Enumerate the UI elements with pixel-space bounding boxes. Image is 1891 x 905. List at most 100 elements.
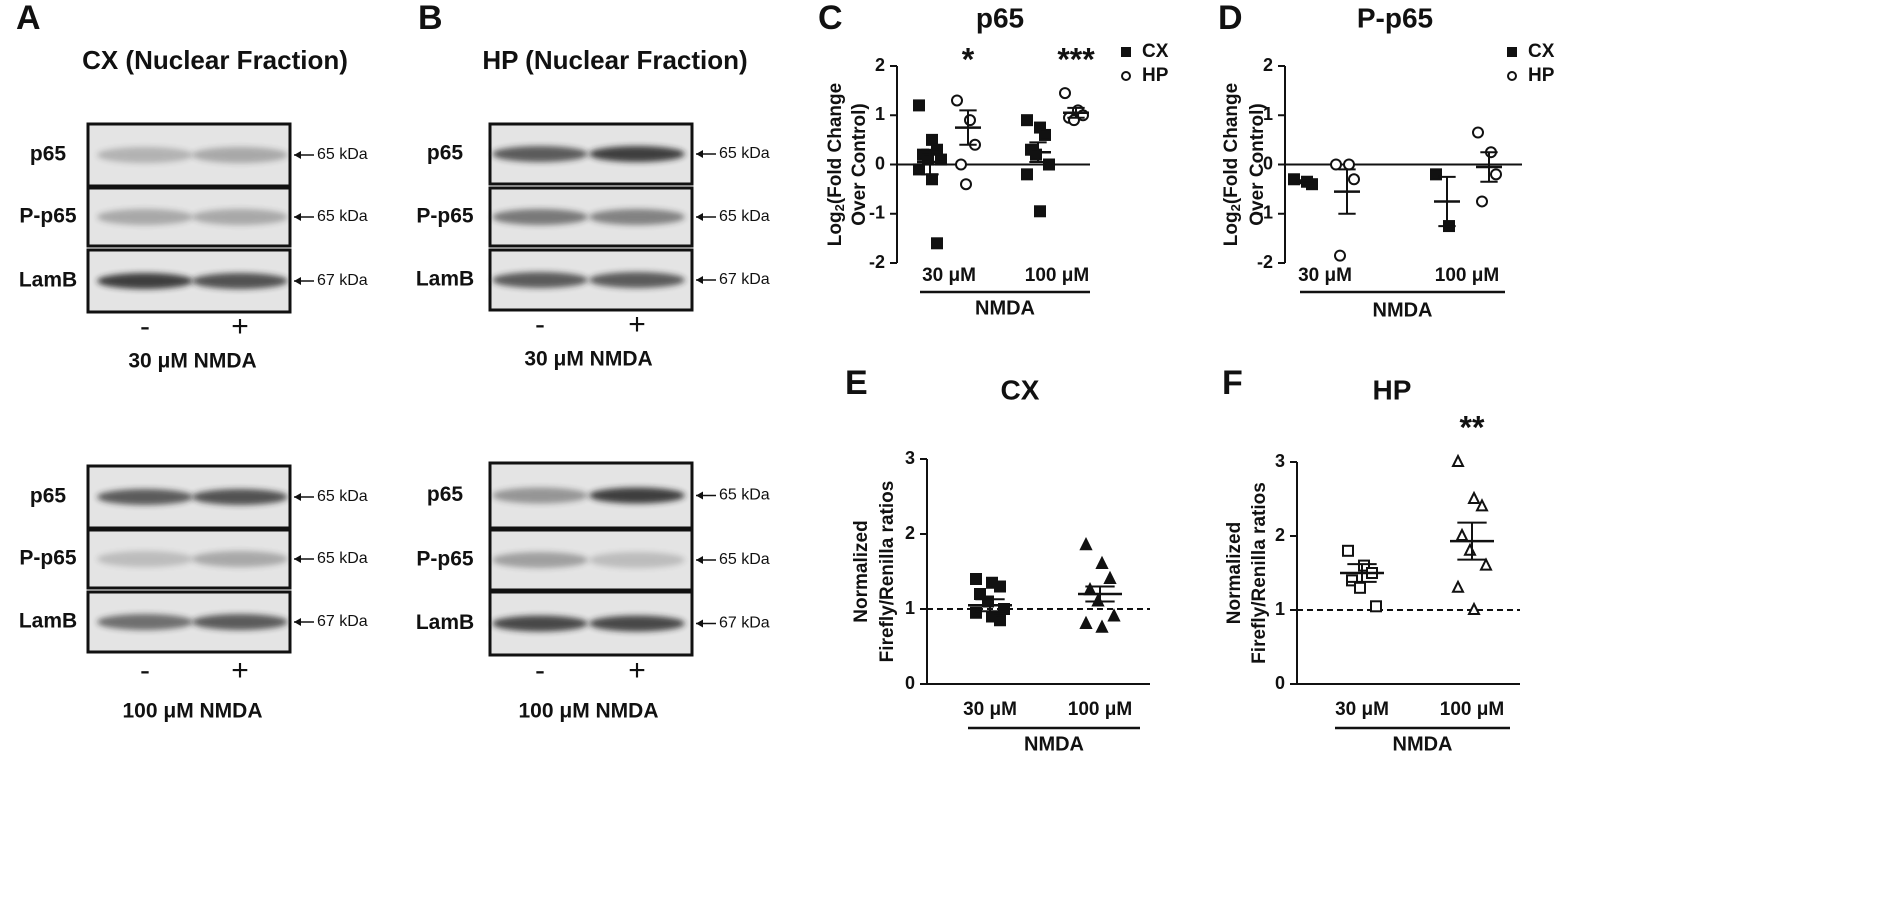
size-label: 67 kDa bbox=[719, 271, 770, 288]
point bbox=[1467, 601, 1481, 615]
band bbox=[192, 614, 288, 630]
y-axis-label: Log2(Fold Change bbox=[825, 83, 847, 246]
point bbox=[1107, 608, 1121, 622]
y-axis-label: Normalized bbox=[1224, 522, 1245, 624]
arrow-head bbox=[696, 213, 703, 221]
point bbox=[1467, 490, 1481, 504]
point bbox=[1507, 47, 1517, 57]
arrow-head bbox=[294, 213, 301, 221]
point bbox=[1043, 158, 1055, 171]
point bbox=[1343, 158, 1355, 171]
band bbox=[589, 552, 685, 568]
size-label: 67 kDa bbox=[317, 613, 368, 630]
y-tick-label: 3 bbox=[1275, 451, 1285, 471]
y-axis-label: Firefly/Renilla ratios bbox=[1249, 482, 1270, 664]
point bbox=[1358, 559, 1370, 572]
point bbox=[964, 114, 976, 127]
point bbox=[970, 606, 982, 619]
panel-letter: A bbox=[16, 0, 41, 37]
y-label-sub: 2 bbox=[832, 204, 847, 211]
y-tick-label: 0 bbox=[1275, 673, 1285, 693]
point bbox=[1342, 544, 1354, 557]
point bbox=[1479, 557, 1493, 571]
point bbox=[922, 153, 934, 166]
point bbox=[926, 173, 938, 186]
x-tick-label: 100 μM bbox=[1068, 699, 1132, 720]
point bbox=[1346, 574, 1358, 587]
point bbox=[926, 133, 938, 146]
blot-title: HP (Nuclear Fraction) bbox=[482, 45, 747, 75]
band bbox=[192, 147, 288, 163]
point bbox=[1472, 126, 1484, 139]
band bbox=[97, 489, 193, 505]
treatment-label: 30 μM NMDA bbox=[524, 348, 652, 371]
size-label: 65 kDa bbox=[719, 551, 770, 568]
band bbox=[97, 273, 193, 289]
lane-label: + bbox=[628, 654, 646, 687]
point bbox=[1475, 498, 1489, 512]
band bbox=[97, 147, 193, 163]
lane-label: - bbox=[140, 310, 150, 343]
treatment-label: 30 μM NMDA bbox=[128, 350, 256, 373]
x-tick-label: 30 μM bbox=[922, 265, 976, 286]
arrow-head bbox=[696, 150, 703, 158]
y-tick-label: 2 bbox=[875, 55, 885, 75]
band bbox=[192, 551, 288, 567]
point bbox=[1034, 205, 1046, 218]
y-tick-label: 3 bbox=[905, 448, 915, 468]
y-label-part: Log bbox=[1221, 211, 1242, 246]
y-axis-label: Log2(Fold Change bbox=[1221, 83, 1243, 246]
treatment-label: 100 μM NMDA bbox=[518, 700, 658, 723]
y-label-sub: 2 bbox=[1228, 204, 1243, 211]
y-tick-label: 2 bbox=[905, 523, 915, 543]
y-tick-label: 0 bbox=[875, 153, 885, 173]
row-label: p65 bbox=[427, 142, 464, 165]
panel-letter: D bbox=[1218, 0, 1243, 37]
row-label: LamB bbox=[19, 269, 77, 292]
band bbox=[192, 489, 288, 505]
point bbox=[1490, 168, 1502, 181]
legend-label: CX bbox=[1528, 41, 1555, 62]
point bbox=[1507, 71, 1517, 81]
point bbox=[1095, 555, 1109, 569]
row-label: LamB bbox=[416, 611, 474, 634]
y-tick-label: 1 bbox=[1263, 104, 1273, 124]
x-axis-label: NMDA bbox=[975, 297, 1035, 319]
point bbox=[1354, 581, 1366, 594]
arrow-head bbox=[294, 493, 301, 501]
row-label: P-p65 bbox=[19, 547, 77, 570]
lane-label: - bbox=[535, 654, 545, 687]
point bbox=[1463, 542, 1477, 556]
point bbox=[1021, 114, 1033, 127]
arrow-head bbox=[294, 555, 301, 563]
x-tick-label: 30 μM bbox=[1335, 699, 1389, 720]
point bbox=[1039, 128, 1051, 141]
lane-label: - bbox=[535, 308, 545, 341]
band bbox=[97, 614, 193, 630]
x-tick-label: 100 μM bbox=[1435, 265, 1499, 286]
y-tick-label: -2 bbox=[1257, 252, 1273, 272]
point bbox=[1451, 579, 1465, 593]
panel-letter: E bbox=[845, 364, 868, 402]
panel-letter: F bbox=[1222, 364, 1243, 402]
point bbox=[1068, 114, 1080, 127]
point bbox=[1370, 600, 1382, 613]
y-tick-label: -1 bbox=[1257, 203, 1273, 223]
band bbox=[492, 615, 588, 632]
point bbox=[960, 178, 972, 191]
y-tick-label: 0 bbox=[905, 673, 915, 693]
y-tick-label: 1 bbox=[1275, 599, 1285, 619]
point bbox=[970, 573, 982, 585]
lane-label: + bbox=[231, 310, 249, 343]
band bbox=[589, 146, 685, 162]
band bbox=[589, 615, 685, 632]
arrow-head bbox=[696, 556, 703, 564]
arrow-head bbox=[294, 277, 301, 285]
treatment-label: 100 μM NMDA bbox=[122, 700, 262, 723]
band bbox=[589, 272, 685, 288]
row-label: P-p65 bbox=[416, 205, 474, 228]
x-tick-label: 30 μM bbox=[963, 699, 1017, 720]
legend-label: HP bbox=[1528, 65, 1555, 86]
x-axis-label: NMDA bbox=[1373, 299, 1433, 321]
point bbox=[994, 614, 1006, 627]
